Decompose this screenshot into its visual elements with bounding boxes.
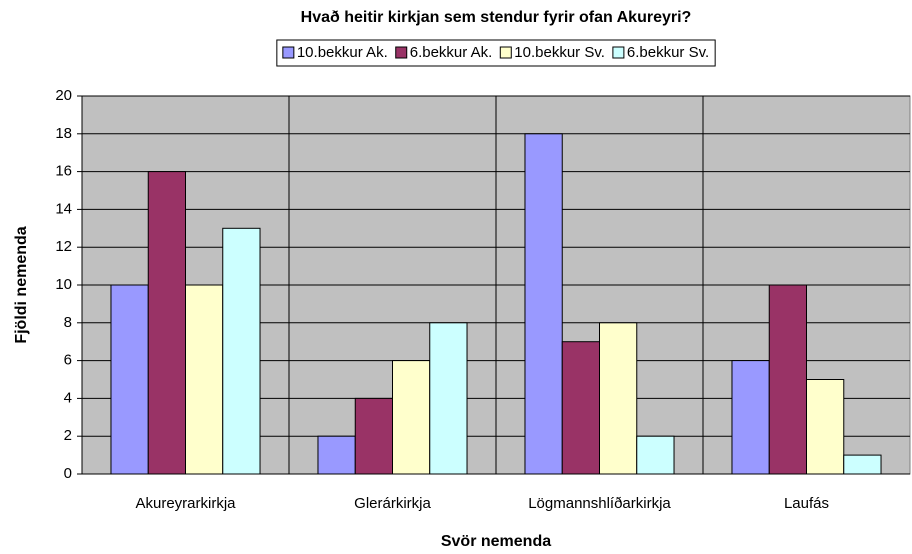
bar bbox=[147, 171, 187, 475]
bar bbox=[843, 454, 882, 475]
legend: 10.bekkur Ak. 6.bekkur Ak. 10.bekkur Sv. 6.… bbox=[276, 39, 716, 67]
bar bbox=[354, 397, 393, 475]
y-tick-label: 12 bbox=[55, 238, 72, 255]
x-tick-label: Lögmannshlíðarkirkja bbox=[528, 495, 671, 512]
legend-box bbox=[276, 39, 716, 67]
legend-swatch bbox=[612, 46, 625, 59]
y-tick-label: 4 bbox=[64, 389, 72, 406]
bar bbox=[768, 284, 807, 475]
bar bbox=[110, 284, 149, 475]
y-tick-label: 18 bbox=[55, 125, 72, 142]
y-tick-label: 14 bbox=[55, 200, 72, 217]
y-tick-label: 20 bbox=[55, 87, 72, 104]
x-tick-label: Akureyrarkirkja bbox=[135, 495, 236, 512]
bar bbox=[636, 435, 675, 475]
legend-swatch bbox=[499, 46, 512, 59]
x-tick-label: Laufás bbox=[784, 495, 829, 512]
bar bbox=[524, 133, 563, 475]
legend-swatch bbox=[395, 46, 408, 59]
legend-label: 10.bekkur Ak. bbox=[297, 44, 388, 61]
y-tick-label: 0 bbox=[64, 465, 72, 482]
legend-label: 10.bekkur Sv. bbox=[514, 44, 605, 61]
x-tick-label: Glerárkirkja bbox=[354, 495, 431, 512]
legend-label: 6.bekkur Sv. bbox=[627, 44, 709, 61]
x-axis-label: Svör nemenda bbox=[441, 533, 551, 550]
bar bbox=[392, 360, 431, 475]
y-tick-label: 16 bbox=[55, 163, 72, 180]
bar bbox=[806, 379, 845, 475]
chart-title: Hvað heitir kirkjan sem stendur fyrir of… bbox=[301, 9, 692, 26]
bar bbox=[429, 322, 468, 475]
y-axis-label: Fjöldi nemenda bbox=[13, 226, 30, 343]
y-tick-label: 10 bbox=[55, 276, 72, 293]
y-tick-label: 2 bbox=[64, 427, 72, 444]
legend-swatch bbox=[282, 46, 295, 59]
bar bbox=[561, 341, 600, 475]
bar bbox=[599, 322, 638, 475]
y-tick-label: 8 bbox=[64, 314, 72, 331]
y-tick-label: 6 bbox=[64, 352, 72, 369]
bar bbox=[185, 284, 224, 475]
bar bbox=[317, 435, 356, 475]
bar bbox=[222, 227, 261, 475]
bar bbox=[731, 360, 770, 475]
legend-label: 6.bekkur Ak. bbox=[410, 44, 493, 61]
